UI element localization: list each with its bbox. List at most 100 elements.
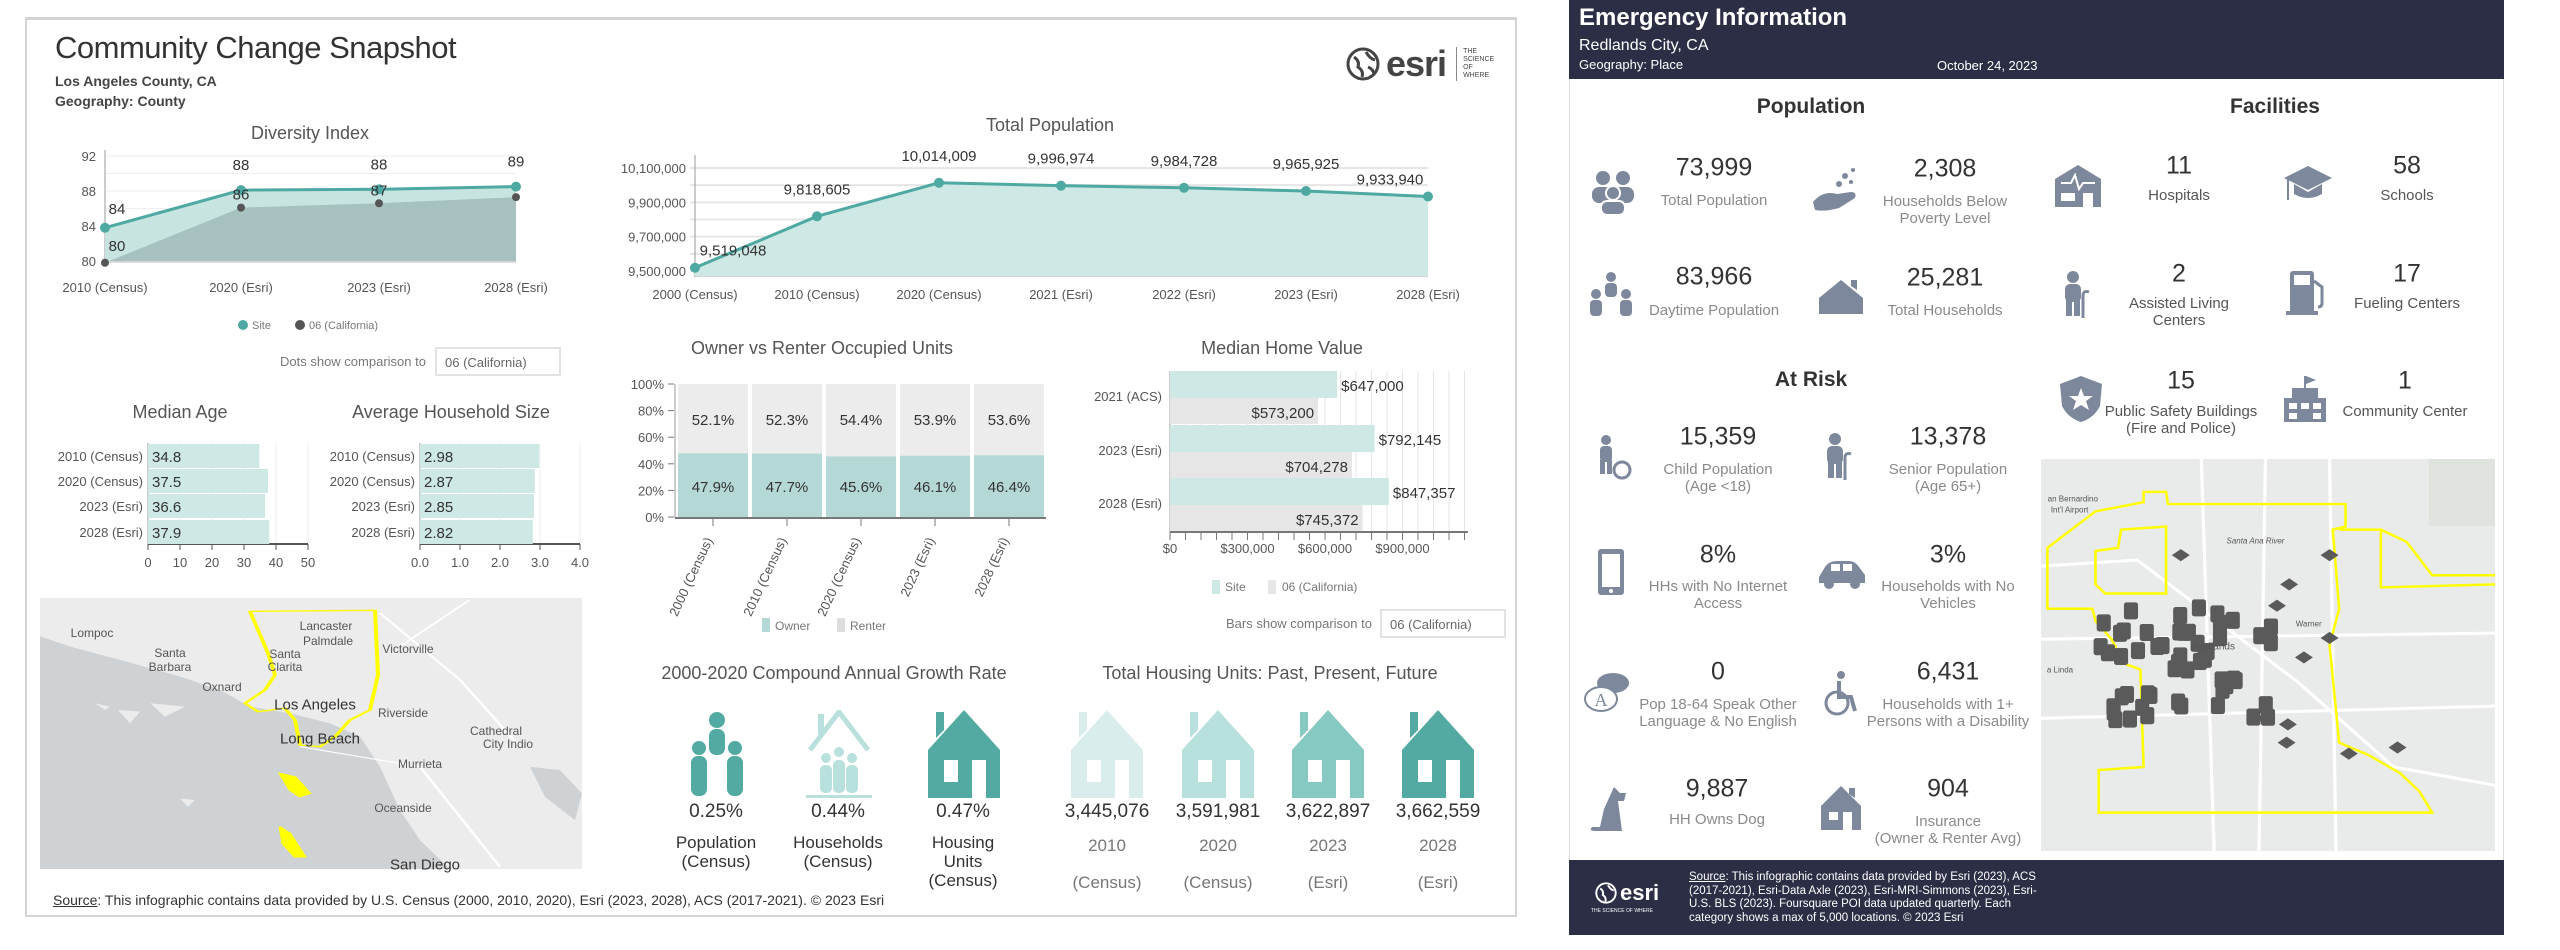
emergency-title: Emergency Information xyxy=(1579,4,1848,31)
cagr-value: 0.47% xyxy=(936,801,990,822)
diversity-index-title: Diversity Index xyxy=(250,123,370,143)
map-label: City Indio xyxy=(482,737,534,752)
owner-label: 46.1% xyxy=(914,479,957,496)
comparison-dot xyxy=(512,193,520,202)
at_risk-value: 9,887 xyxy=(1685,774,1749,803)
map-label: Lompoc xyxy=(70,626,114,641)
x-tick-label: 20 xyxy=(205,555,219,570)
daytime-people-icon xyxy=(1590,272,1632,316)
comparison-dot xyxy=(237,203,245,212)
x-tick-label: 2022 (Esri) xyxy=(1152,287,1216,302)
facility-marker xyxy=(2093,638,2108,656)
y-tick-label: 2028 (Esri) xyxy=(1098,496,1162,511)
x-tick-label: 2023 (Esri) xyxy=(1274,287,1338,302)
at_risk-label: Vehicles xyxy=(1920,595,1976,612)
tablet-icon xyxy=(1598,549,1624,595)
dots-compare-select[interactable]: 06 (California) xyxy=(435,347,561,376)
x-tick-label: 2010 (Census) xyxy=(62,280,147,295)
legend-comparison-swatch xyxy=(1268,580,1276,594)
fuel-pump-icon xyxy=(2286,271,2324,315)
at_risk-label: (Age <18) xyxy=(1684,478,1752,495)
map-label: a Linda xyxy=(2046,665,2074,675)
esri-logo: esri THE SCIENCE OF WHERE xyxy=(1346,43,1497,84)
facility-marker xyxy=(2173,647,2188,665)
household-icon xyxy=(806,710,872,798)
legend-site-label: Site xyxy=(1225,580,1246,594)
facility-marker xyxy=(2258,696,2273,714)
cagr-label: (Census) xyxy=(928,871,998,890)
at_risk-label: HH Owns Dog xyxy=(1669,811,1765,828)
population-point xyxy=(1179,182,1189,193)
y-tick-label: 2028 (Esri) xyxy=(79,525,143,540)
total-population-title: Total Population xyxy=(985,115,1115,135)
population-data-label: 9,519,048 xyxy=(700,243,767,260)
population-value: 25,281 xyxy=(1906,263,1984,292)
owner-label: 45.6% xyxy=(840,479,883,496)
cagr-label: Population xyxy=(675,833,757,852)
y-tick-label: 2023 (Esri) xyxy=(1098,443,1162,458)
at_risk-value: 6,431 xyxy=(1916,657,1980,686)
county-map[interactable] xyxy=(40,598,582,869)
bar-label: 2.87 xyxy=(424,474,453,491)
population-label: Total Population xyxy=(1660,192,1768,209)
emergency-footer: esri THE SCIENCE OF WHERE Source: This i… xyxy=(1569,860,2504,935)
facility-marker xyxy=(2108,711,2123,729)
population-data-label: 9,933,940 xyxy=(1357,172,1424,189)
x-tick-label: 3.0 xyxy=(531,555,549,570)
facility-marker xyxy=(2140,707,2155,725)
facility-marker xyxy=(2122,710,2137,728)
house-insurance-icon xyxy=(1821,786,1861,830)
owner-label: 47.9% xyxy=(692,479,735,496)
senior-cane-icon xyxy=(1827,433,1852,480)
bars-compare-select[interactable]: 06 (California) xyxy=(1380,609,1506,638)
map-label: Riverside xyxy=(377,706,429,721)
population-label: Total Households xyxy=(1887,302,2003,319)
charts-layer: 92 88 84 80 84 80 2010 (Census) 88 86 2020 (Esri)… xyxy=(58,148,1468,633)
map-label: Warner xyxy=(2295,619,2322,629)
owner-bar xyxy=(826,456,896,517)
school-marker xyxy=(2388,741,2407,754)
legend-site-label: Site xyxy=(252,320,271,332)
housing-value: 3,445,076 xyxy=(1064,801,1150,822)
facility-marker xyxy=(2114,688,2129,706)
population-data-label: 9,818,605 xyxy=(784,181,851,198)
comparison-data-label: 80 xyxy=(109,238,126,255)
facility-marker xyxy=(2150,637,2165,655)
facilities-label: (Fire and Police) xyxy=(2125,420,2237,437)
at-risk-heading: At Risk xyxy=(1774,368,1848,391)
at_risk-label: (Age 65+) xyxy=(1914,478,1982,495)
x-tick-label: 2010 (Census) xyxy=(740,535,790,619)
y-tick-label: 100% xyxy=(631,377,665,392)
comparison-bar xyxy=(1170,398,1319,424)
x-tick-label: 4.0 xyxy=(571,555,589,570)
facility-marker xyxy=(2174,697,2189,715)
y-tick-label: 9,500,000 xyxy=(628,264,686,279)
site-bar-label: $792,145 xyxy=(1379,432,1442,449)
map-label: Barbara xyxy=(148,659,192,674)
house-icon xyxy=(928,710,1000,798)
child-ball-icon xyxy=(1600,435,1632,480)
senior-cane-icon xyxy=(2065,271,2090,318)
facility-marker xyxy=(2130,642,2146,660)
bar-label: 37.9 xyxy=(152,525,181,542)
renter-label: 53.6% xyxy=(988,412,1031,429)
facility-marker xyxy=(2191,599,2206,617)
school-marker xyxy=(2278,718,2297,731)
comparison-data-label: 87 xyxy=(371,182,388,199)
at_risk-value: 8% xyxy=(1699,540,1737,569)
legend-renter-label: Renter xyxy=(850,619,886,633)
population-value: 83,966 xyxy=(1675,262,1753,291)
x-tick-label: 2028 (Esri) xyxy=(484,280,548,295)
facility-marker xyxy=(2197,650,2212,668)
x-tick-label: 2020 (Census) xyxy=(814,535,864,619)
renter-bar xyxy=(752,384,822,454)
facilities-value: 2 xyxy=(2172,259,2186,288)
facility-marker xyxy=(2219,677,2234,695)
facilities-label: Hospitals xyxy=(2148,187,2210,204)
facilities-map[interactable] xyxy=(2041,459,2495,851)
school-marker xyxy=(2320,549,2339,562)
map-label: Redlands xyxy=(2192,641,2235,653)
at_risk-label: Households with 1+ xyxy=(1882,696,2014,713)
esri-logo-footer: esri xyxy=(1595,880,1659,906)
facility-marker xyxy=(2210,697,2225,715)
